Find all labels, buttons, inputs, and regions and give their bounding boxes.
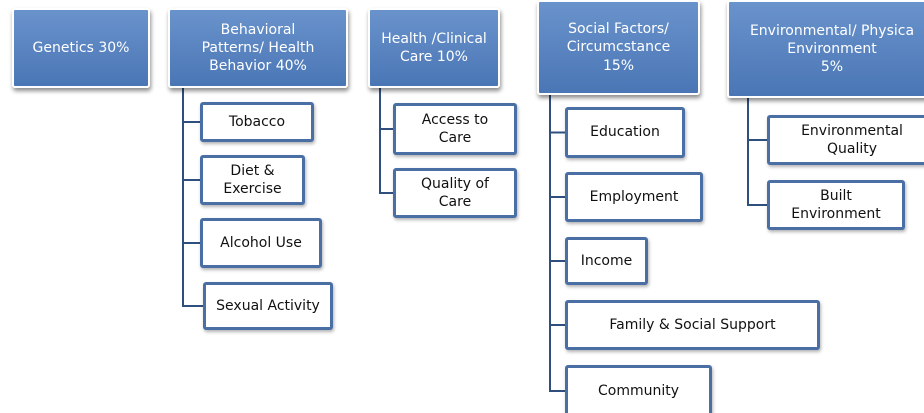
label-line: Access to xyxy=(421,111,489,128)
label-line: Community xyxy=(597,382,680,399)
factor-box: Alcohol Use xyxy=(200,218,322,268)
label-line: Tobacco xyxy=(228,113,286,130)
connector xyxy=(182,88,200,244)
label-line: Quality of xyxy=(421,175,489,192)
connector xyxy=(549,95,565,262)
category-box: Behavioral Patterns/ Health Behavior 40% xyxy=(168,8,348,88)
connector xyxy=(379,88,393,130)
factor-box: Sexual Activity xyxy=(203,282,333,330)
label-line: Environmental/ Physica xyxy=(749,22,915,39)
label-line: Built xyxy=(820,187,852,204)
connector xyxy=(747,98,767,141)
connector xyxy=(182,88,203,307)
label-line: Education xyxy=(590,124,660,141)
category-box: Health /Clinical Care 10% xyxy=(368,8,500,88)
label-line: 5% xyxy=(820,59,844,76)
factor-box: Diet & Exercise xyxy=(200,155,305,205)
category-box: Social Factors/Circumcstance 15% xyxy=(537,0,700,95)
label-line: Care xyxy=(438,194,472,210)
label-line: Diet & xyxy=(230,162,275,179)
factor-box: Access to Care xyxy=(393,103,517,155)
label-line: Employment xyxy=(589,188,679,205)
factor-box: Community xyxy=(565,365,712,413)
label-line: Family & Social Support xyxy=(609,316,776,333)
connector xyxy=(549,95,565,198)
connector xyxy=(182,88,200,123)
connector xyxy=(549,95,565,392)
connector xyxy=(379,88,393,194)
category-box: Environmental/ Physica Environment 5% xyxy=(727,0,924,98)
connector xyxy=(747,98,767,206)
factor-box: Environmental Quality xyxy=(767,115,924,165)
factor-box: Built Environment xyxy=(767,180,905,230)
label-line: Health /Clinical xyxy=(381,30,487,47)
label-line: Environmental xyxy=(801,122,903,139)
factor-box: Quality of Care xyxy=(393,168,517,218)
label-line: Social Factors/ xyxy=(568,21,669,38)
label-line: Quality xyxy=(826,141,878,157)
factor-box: Family & Social Support xyxy=(565,300,820,350)
label-line: Care xyxy=(438,130,472,146)
label-line: Sexual Activity xyxy=(216,297,320,314)
factor-box: Tobacco xyxy=(200,102,314,142)
label-line: Alcohol Use xyxy=(220,234,302,251)
connector xyxy=(549,95,565,326)
label-line: 15% xyxy=(602,57,635,74)
label-line: Income xyxy=(580,252,633,269)
label-line: Genetics 30% xyxy=(32,39,130,56)
label-line: Circumcstance xyxy=(566,39,671,56)
factor-box: Employment xyxy=(565,172,703,222)
label-line: Environment xyxy=(787,40,877,57)
connector xyxy=(549,95,565,134)
label-line: Care 10% xyxy=(400,49,468,65)
factor-box: Education xyxy=(565,107,685,158)
connector xyxy=(182,88,200,181)
label-line: Environment xyxy=(791,206,881,222)
label-line: Behavioral xyxy=(220,21,296,38)
category-box: Genetics 30% xyxy=(12,8,150,88)
factor-box: Income xyxy=(565,237,648,285)
label-line: Behavior 40% xyxy=(209,58,307,75)
label-line: Patterns/ Health xyxy=(201,39,315,56)
label-line: Exercise xyxy=(223,181,282,197)
